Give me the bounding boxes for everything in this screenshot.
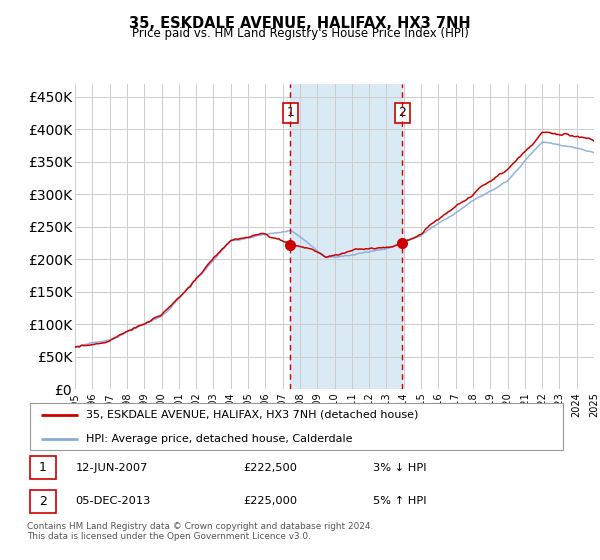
Text: 1: 1 (39, 461, 47, 474)
Bar (290, 84, 403, 389)
Text: 5% ↑ HPI: 5% ↑ HPI (373, 496, 426, 506)
Text: Price paid vs. HM Land Registry's House Price Index (HPI): Price paid vs. HM Land Registry's House … (131, 27, 469, 40)
FancyBboxPatch shape (30, 403, 563, 450)
Text: 2: 2 (39, 494, 47, 508)
Text: 2: 2 (398, 106, 406, 119)
Text: Contains HM Land Registry data © Crown copyright and database right 2024.
This d: Contains HM Land Registry data © Crown c… (27, 522, 373, 542)
Text: HPI: Average price, detached house, Calderdale: HPI: Average price, detached house, Cald… (86, 433, 353, 444)
Text: 12-JUN-2007: 12-JUN-2007 (76, 463, 148, 473)
Text: 05-DEC-2013: 05-DEC-2013 (76, 496, 151, 506)
FancyBboxPatch shape (30, 456, 56, 479)
Text: 3% ↓ HPI: 3% ↓ HPI (373, 463, 426, 473)
Text: 1: 1 (286, 106, 295, 119)
Text: 35, ESKDALE AVENUE, HALIFAX, HX3 7NH: 35, ESKDALE AVENUE, HALIFAX, HX3 7NH (129, 16, 471, 31)
Text: £225,000: £225,000 (243, 496, 297, 506)
FancyBboxPatch shape (30, 489, 56, 513)
Text: £222,500: £222,500 (243, 463, 297, 473)
Text: 35, ESKDALE AVENUE, HALIFAX, HX3 7NH (detached house): 35, ESKDALE AVENUE, HALIFAX, HX3 7NH (de… (86, 410, 419, 420)
